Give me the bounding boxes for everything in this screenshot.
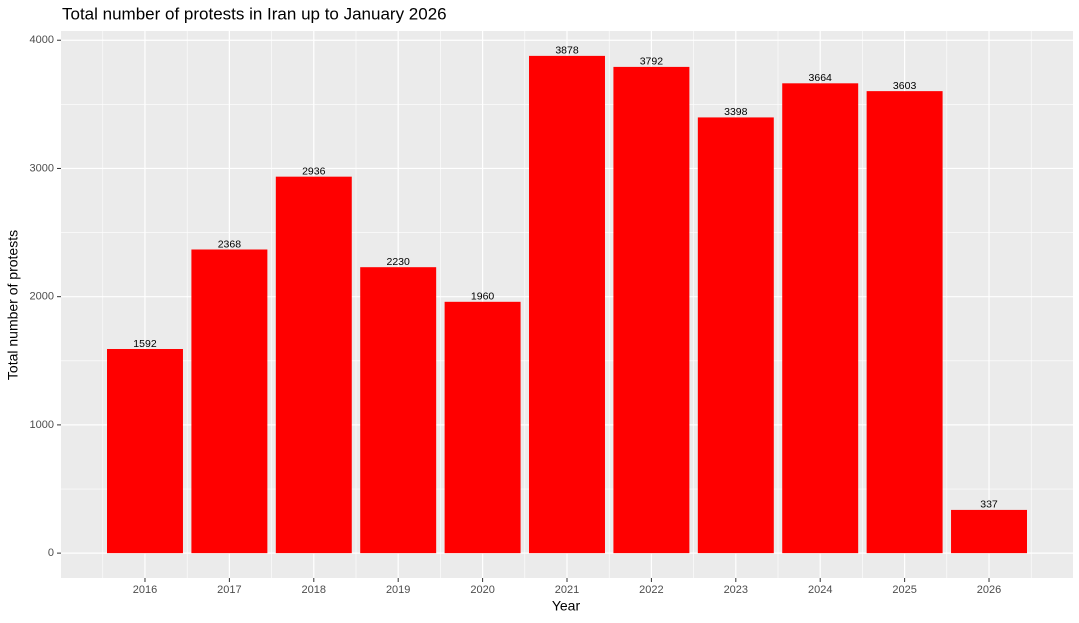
y-tick-label: 1000: [30, 419, 54, 431]
bar: [360, 267, 437, 554]
y-tick-label: 3000: [30, 162, 54, 174]
data-label: 3603: [893, 80, 917, 92]
x-tick-label: 2022: [639, 584, 663, 596]
bar: [529, 55, 605, 554]
x-tick-label: 2017: [217, 584, 241, 596]
y-tick-label: 0: [48, 547, 54, 559]
x-tick-label: 2021: [555, 584, 579, 596]
data-label: 3664: [809, 72, 833, 84]
bar: [275, 176, 352, 554]
x-tick-label: 2024: [808, 584, 832, 596]
x-tick-label: 2026: [977, 584, 1001, 596]
y-tick-label: 4000: [30, 34, 54, 46]
data-label: 1592: [133, 338, 157, 350]
chart-title: Total number of protests in Iran up to J…: [62, 4, 447, 23]
data-label: 3792: [640, 56, 664, 68]
y-axis-title: Total number of protests: [5, 230, 21, 380]
bar: [697, 117, 774, 554]
bar: [866, 91, 943, 554]
x-tick-label: 2020: [470, 584, 494, 596]
bar: [613, 66, 690, 554]
x-axis-title: Year: [552, 598, 581, 614]
data-label: 2936: [302, 165, 326, 177]
data-label: 2230: [387, 256, 411, 268]
y-tick-label: 2000: [30, 291, 54, 303]
bar: [782, 83, 859, 554]
data-label: 3878: [555, 45, 579, 57]
bar: [191, 249, 268, 554]
data-label: 2368: [218, 238, 242, 250]
x-tick-label: 2023: [724, 584, 748, 596]
data-label: 337: [980, 499, 998, 511]
x-tick-label: 2016: [133, 584, 157, 596]
bar: [951, 509, 1027, 554]
bar: [107, 348, 183, 554]
data-label: 3398: [724, 106, 748, 118]
x-tick-label: 2018: [302, 584, 326, 596]
x-tick-label: 2019: [386, 584, 410, 596]
x-tick-label: 2025: [892, 584, 916, 596]
data-label: 1960: [471, 291, 495, 303]
bar: [444, 301, 521, 554]
